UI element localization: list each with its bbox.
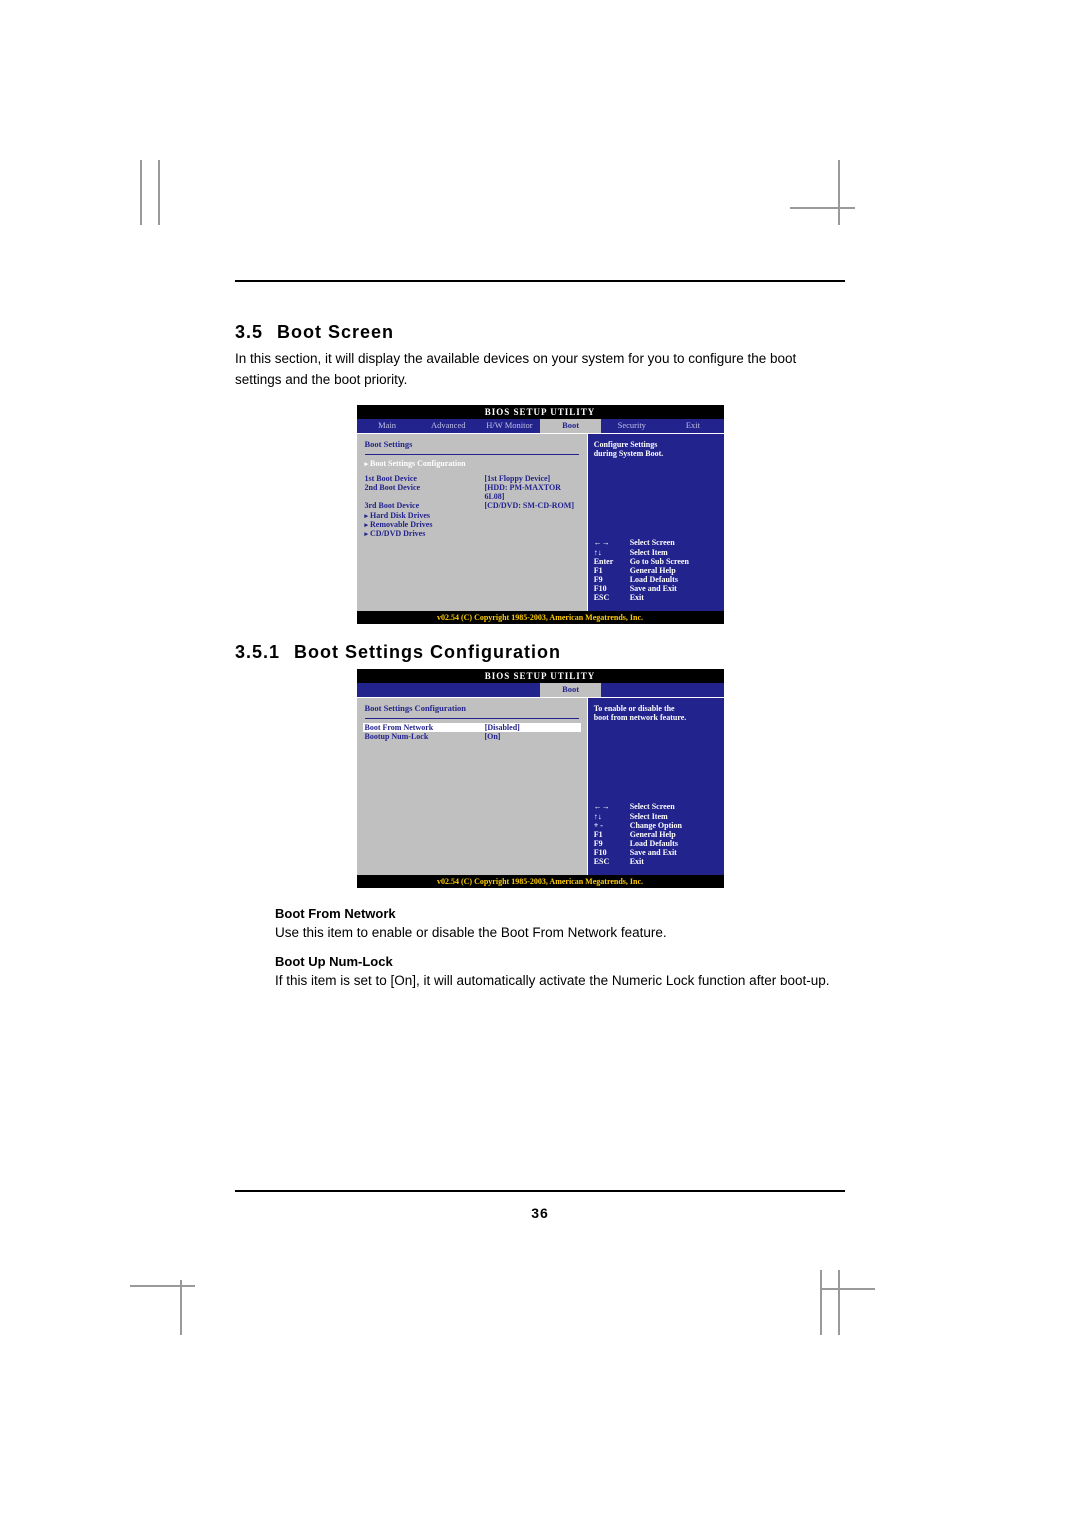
tab-boot: Boot (540, 683, 601, 697)
bios-key-row: F1General Help (594, 830, 718, 839)
desc-text: Use this item to enable or disable the B… (275, 923, 845, 944)
desc-title: Boot From Network (275, 906, 845, 921)
crop-mark (180, 1280, 182, 1335)
subsection-name: Boot Settings Configuration (294, 642, 561, 662)
bios-row-selected: Boot From Network[Disabled] (363, 723, 581, 732)
bios-key-row: ↑↓Select Item (594, 548, 718, 557)
section-number: 3.5 (235, 322, 263, 342)
bios-row: Bootup Num-Lock[On] (365, 732, 579, 741)
bios-body: Boot Settings Configuration Boot From Ne… (357, 697, 724, 875)
crop-mark (838, 1270, 840, 1335)
top-rule (235, 280, 845, 282)
bios-rule (365, 718, 579, 719)
tab-spacer (357, 683, 541, 697)
bios-key-row: + -Change Option (594, 821, 718, 830)
bios-help: To enable or disable the boot from netwo… (594, 704, 718, 722)
tab-main: Main (357, 419, 418, 433)
tab-advanced: Advanced (418, 419, 479, 433)
bios-row: Hard Disk Drives (365, 511, 579, 520)
bios-submenu: Boot Settings Configuration (365, 459, 579, 468)
bios-key-row: F10Save and Exit (594, 848, 718, 857)
section-title: 3.5 Boot Screen (235, 322, 845, 343)
bios-left-panel: Boot Settings Boot Settings Configuratio… (357, 434, 588, 611)
tab-exit: Exit (662, 419, 723, 433)
bios-title: BIOS SETUP UTILITY (357, 405, 724, 419)
bios-key-row: ESCExit (594, 857, 718, 866)
bios-row: CD/DVD Drives (365, 529, 579, 538)
desc-title: Boot Up Num-Lock (275, 954, 845, 969)
bios-row: 2nd Boot Device[HDD: PM-MAXTOR 6L08] (365, 483, 579, 501)
bios-screenshot-2: BIOS SETUP UTILITY Boot Boot Settings Co… (357, 669, 724, 888)
bios-rule (365, 454, 579, 455)
crop-mark (140, 160, 142, 225)
tab-boot: Boot (540, 419, 601, 433)
bios-tabs: Main Advanced H/W Monitor Boot Security … (357, 419, 724, 433)
bios-key-row: ESCExit (594, 593, 718, 602)
bios-header: Boot Settings (365, 440, 579, 450)
bios-screenshot-1: BIOS SETUP UTILITY Main Advanced H/W Mon… (357, 405, 724, 624)
bios-copyright: v02.54 (C) Copyright 1985-2003, American… (357, 611, 724, 624)
bottom-rule (235, 1190, 845, 1192)
bios-tabs: Boot (357, 683, 724, 697)
bios-key-row: F10Save and Exit (594, 584, 718, 593)
subsection-title: 3.5.1 Boot Settings Configuration (235, 642, 845, 663)
crop-mark (130, 1285, 195, 1287)
section-intro: In this section, it will display the ava… (235, 349, 845, 391)
crop-mark (790, 207, 855, 209)
bios-left-panel: Boot Settings Configuration Boot From Ne… (357, 698, 588, 875)
bios-body: Boot Settings Boot Settings Configuratio… (357, 433, 724, 611)
bios-header: Boot Settings Configuration (365, 704, 579, 714)
desc-text: If this item is set to [On], it will aut… (275, 971, 845, 992)
bios-key-row: ↑↓Select Item (594, 812, 718, 821)
bios-key-row: ←→Select Screen (594, 802, 718, 811)
bios-keys: ←→Select Screen ↑↓Select Item + -Change … (594, 802, 718, 866)
bios-key-row: F9Load Defaults (594, 575, 718, 584)
crop-mark (820, 1288, 875, 1290)
bios-row: 1st Boot Device[1st Floppy Device] (365, 474, 579, 483)
bios-key-row: F1General Help (594, 566, 718, 575)
bios-key-row: ←→Select Screen (594, 538, 718, 547)
bios-key-row: F9Load Defaults (594, 839, 718, 848)
section-name: Boot Screen (277, 322, 394, 342)
crop-mark (820, 1270, 822, 1335)
bios-right-panel: Configure Settings during System Boot. ←… (588, 434, 724, 611)
page-number: 36 (235, 1205, 845, 1221)
bios-key-row: EnterGo to Sub Screen (594, 557, 718, 566)
bios-right-panel: To enable or disable the boot from netwo… (588, 698, 724, 875)
subsection-number: 3.5.1 (235, 642, 280, 662)
tab-security: Security (601, 419, 662, 433)
bios-keys: ←→Select Screen ↑↓Select Item EnterGo to… (594, 538, 718, 602)
bios-title: BIOS SETUP UTILITY (357, 669, 724, 683)
crop-mark (158, 160, 160, 225)
bios-copyright: v02.54 (C) Copyright 1985-2003, American… (357, 875, 724, 888)
bios-row: Removable Drives (365, 520, 579, 529)
tab-spacer (601, 683, 723, 697)
bios-row: 3rd Boot Device[CD/DVD: SM-CD-ROM] (365, 501, 579, 510)
page-content: 3.5 Boot Screen In this section, it will … (235, 280, 845, 996)
tab-hwmonitor: H/W Monitor (479, 419, 540, 433)
bios-help: Configure Settings during System Boot. (594, 440, 718, 458)
crop-mark (838, 160, 840, 225)
